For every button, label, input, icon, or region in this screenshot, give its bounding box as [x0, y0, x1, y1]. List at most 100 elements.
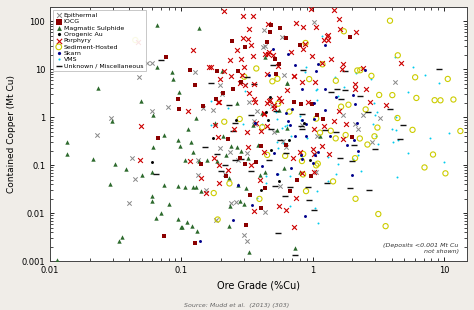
Magmatic Sulphide — [222, 152, 230, 157]
Porphyry — [310, 127, 318, 132]
Porphyry — [288, 50, 295, 55]
Epithermal — [376, 116, 384, 121]
Unknown / Miscellaneous — [282, 194, 289, 199]
Porphyry — [324, 32, 331, 37]
Unknown / Miscellaneous — [247, 113, 255, 118]
Magmatic Sulphide — [236, 199, 244, 204]
Unknown / Miscellaneous — [305, 197, 313, 202]
IOCG — [286, 188, 293, 193]
Epithermal — [250, 119, 257, 124]
Sediment-Hosted — [389, 93, 396, 98]
Sediment-Hosted — [450, 97, 457, 102]
IOCG — [213, 69, 220, 74]
Unknown / Miscellaneous — [341, 88, 349, 93]
Porphyry — [397, 60, 405, 65]
Magmatic Sulphide — [190, 150, 197, 155]
Skarn — [310, 100, 318, 105]
Skarn — [314, 149, 322, 154]
Epithermal — [194, 172, 202, 177]
IOCG — [154, 135, 161, 140]
Sediment-Hosted — [368, 73, 375, 78]
Sediment-Hosted — [269, 79, 276, 84]
Porphyry — [352, 82, 359, 86]
VMS — [258, 122, 265, 127]
Magmatic Sulphide — [149, 145, 157, 150]
Orogenic Au — [263, 109, 270, 114]
Sediment-Hosted — [316, 130, 324, 135]
Porphyry — [136, 157, 143, 162]
Porphyry — [291, 225, 298, 230]
VMS — [283, 123, 291, 128]
Porphyry — [299, 47, 307, 52]
Skarn — [332, 95, 339, 100]
Orogenic Au — [306, 158, 313, 163]
VMS — [302, 65, 310, 70]
Porphyry — [260, 149, 267, 154]
Skarn — [314, 61, 321, 66]
Skarn — [248, 202, 255, 207]
Sediment-Hosted — [431, 98, 438, 103]
Skarn — [321, 87, 328, 92]
Sediment-Hosted — [411, 75, 419, 80]
Unknown / Miscellaneous — [231, 157, 238, 162]
IOCG — [314, 113, 321, 117]
Epithermal — [235, 157, 242, 162]
Orogenic Au — [257, 187, 265, 192]
Unknown / Miscellaneous — [231, 121, 238, 126]
Porphyry — [211, 122, 219, 127]
IOCG — [296, 42, 304, 47]
Skarn — [301, 214, 309, 219]
Magmatic Sulphide — [168, 69, 175, 74]
Epithermal — [339, 113, 347, 117]
Sediment-Hosted — [327, 128, 335, 133]
Epithermal — [226, 150, 234, 155]
VMS — [374, 110, 381, 115]
Unknown / Miscellaneous — [365, 109, 372, 114]
Magmatic Sulphide — [63, 140, 71, 144]
IOCG — [246, 192, 254, 197]
Porphyry — [336, 26, 344, 31]
Sediment-Hosted — [340, 29, 347, 34]
IOCG — [186, 68, 194, 73]
Sediment-Hosted — [371, 134, 378, 139]
Orogenic Au — [285, 138, 293, 143]
VMS — [298, 155, 305, 160]
Magmatic Sulphide — [198, 188, 205, 193]
Sediment-Hosted — [409, 127, 416, 132]
Porphyry — [299, 25, 307, 30]
Porphyry — [311, 79, 319, 84]
Skarn — [234, 183, 241, 188]
Magmatic Sulphide — [148, 199, 156, 204]
Magmatic Sulphide — [174, 138, 182, 143]
Epithermal — [253, 108, 261, 113]
IOCG — [191, 82, 199, 87]
VMS — [331, 74, 339, 79]
Magmatic Sulphide — [246, 249, 253, 254]
Sediment-Hosted — [302, 41, 310, 46]
Unknown / Miscellaneous — [269, 62, 276, 67]
VMS — [367, 76, 375, 81]
Porphyry — [237, 57, 245, 62]
IOCG — [266, 29, 273, 34]
Magmatic Sulphide — [109, 119, 116, 124]
VMS — [334, 161, 342, 166]
Magmatic Sulphide — [154, 65, 161, 70]
Skarn — [287, 166, 295, 171]
Magmatic Sulphide — [225, 224, 232, 228]
VMS — [340, 85, 348, 90]
Magmatic Sulphide — [175, 89, 182, 94]
Skarn — [302, 122, 310, 127]
VMS — [446, 130, 453, 135]
Unknown / Miscellaneous — [333, 86, 341, 91]
Unknown / Miscellaneous — [247, 169, 255, 174]
VMS — [392, 114, 400, 119]
Sediment-Hosted — [421, 165, 428, 170]
Porphyry — [292, 195, 300, 200]
VMS — [208, 99, 215, 104]
Skarn — [286, 122, 293, 127]
Sediment-Hosted — [240, 74, 248, 79]
Porphyry — [263, 72, 270, 77]
Porphyry — [247, 42, 255, 47]
Sediment-Hosted — [429, 152, 437, 157]
Skarn — [309, 161, 316, 166]
